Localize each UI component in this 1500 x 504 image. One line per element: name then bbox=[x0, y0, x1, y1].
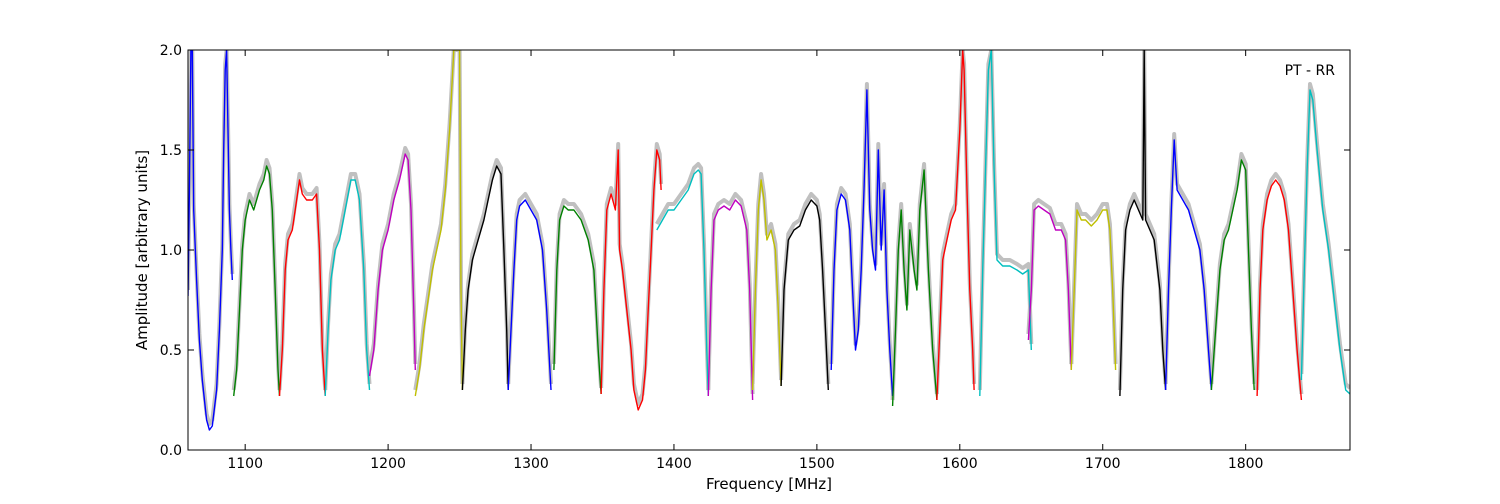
y-tick-label: 1.0 bbox=[160, 243, 182, 259]
series-line-10 bbox=[656, 169, 709, 397]
series-line-6 bbox=[461, 165, 509, 391]
x-tick-label: 1500 bbox=[799, 456, 835, 472]
x-tick-label: 1300 bbox=[513, 456, 549, 472]
background-trace-18 bbox=[1026, 198, 1074, 365]
series-line-16 bbox=[936, 50, 975, 401]
background-trace-3 bbox=[323, 172, 372, 391]
x-axis: 1100 1200 1300 1400 1500 1600 1700 1800 bbox=[227, 50, 1263, 472]
x-tick-label: 1600 bbox=[942, 456, 978, 472]
x-tick-label: 1200 bbox=[370, 456, 406, 472]
series-line-11 bbox=[707, 199, 754, 401]
background-trace-15 bbox=[890, 162, 939, 401]
y-axis: 0.0 0.5 1.0 1.5 2.0 bbox=[160, 43, 1350, 459]
series-line-2 bbox=[278, 179, 326, 397]
background-trace-4 bbox=[367, 146, 418, 371]
x-tick-label: 1400 bbox=[656, 456, 692, 472]
chart-annotation: PT - RR bbox=[1285, 63, 1336, 79]
series-line-17 bbox=[979, 50, 1032, 397]
series-line-21 bbox=[1164, 139, 1213, 391]
y-tick-label: 1.5 bbox=[160, 143, 182, 159]
y-tick-label: 0.5 bbox=[160, 343, 182, 359]
series-line-7 bbox=[507, 199, 552, 391]
series-line-18 bbox=[1027, 205, 1072, 371]
background-trace-13 bbox=[779, 192, 831, 385]
series-line-3 bbox=[324, 179, 371, 397]
x-tick-label: 1100 bbox=[227, 456, 263, 472]
y-tick-label: 0.0 bbox=[160, 443, 182, 459]
series-line-24 bbox=[1300, 89, 1350, 395]
series-line-23 bbox=[1256, 179, 1303, 401]
series-line-13 bbox=[780, 199, 829, 391]
series-line-14 bbox=[830, 89, 894, 397]
y-tick-label: 2.0 bbox=[160, 43, 182, 59]
series-line-9 bbox=[600, 149, 662, 411]
background-trace-23 bbox=[1255, 172, 1304, 395]
series-layer bbox=[188, 50, 1350, 431]
background-trace-9 bbox=[599, 142, 664, 406]
y-axis-label: Amplitude [arbitrary units] bbox=[133, 150, 151, 350]
background-trace-8 bbox=[551, 198, 604, 389]
series-line-22 bbox=[1210, 159, 1255, 391]
series-line-5 bbox=[414, 50, 464, 397]
series-line-20 bbox=[1119, 50, 1167, 397]
x-axis-label: Frequency [MHz] bbox=[706, 475, 832, 493]
x-tick-label: 1800 bbox=[1228, 456, 1264, 472]
x-tick-label: 1700 bbox=[1085, 456, 1121, 472]
series-line-15 bbox=[891, 169, 938, 407]
series-line-12 bbox=[751, 179, 782, 391]
background-trace-22 bbox=[1209, 152, 1257, 385]
series-line-0 bbox=[188, 50, 233, 431]
series-line-4 bbox=[368, 153, 416, 377]
background-trace-2 bbox=[277, 172, 328, 391]
series-line-8 bbox=[553, 205, 602, 395]
series-line-19 bbox=[1070, 209, 1117, 371]
series-line-1 bbox=[233, 165, 281, 397]
